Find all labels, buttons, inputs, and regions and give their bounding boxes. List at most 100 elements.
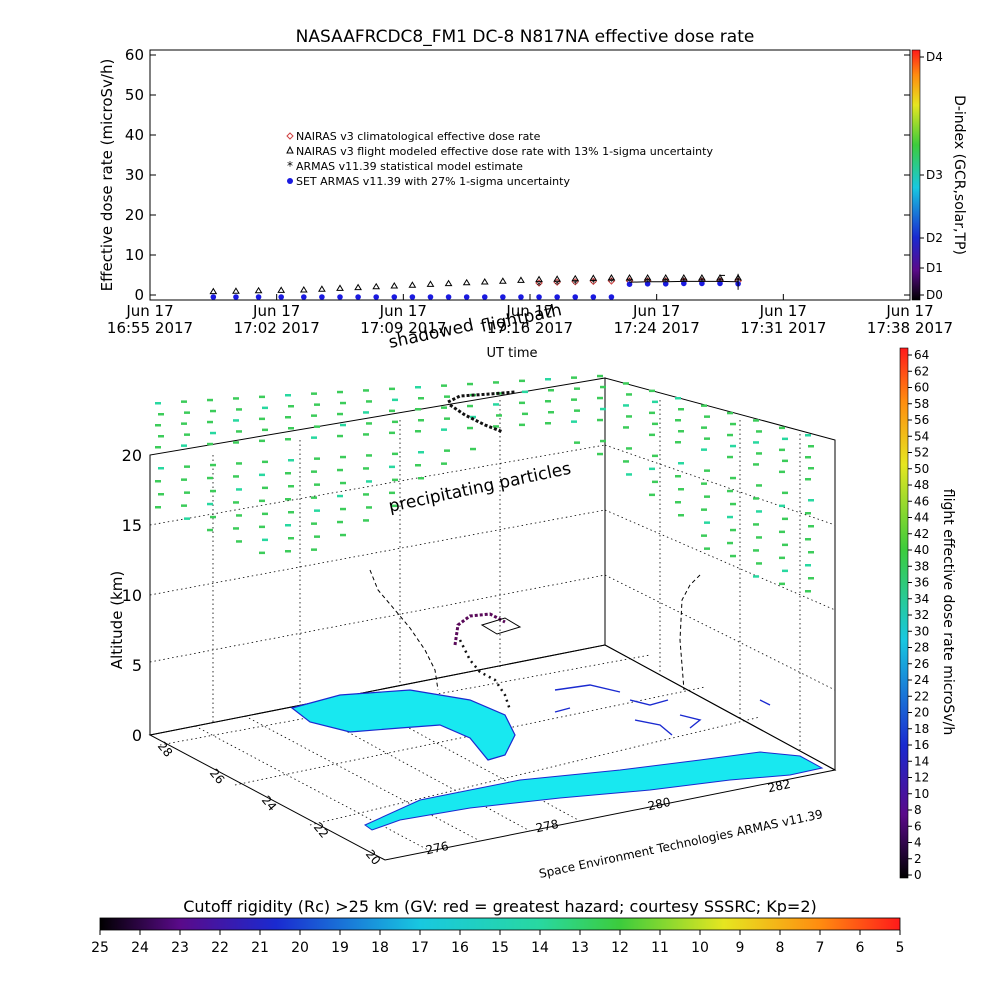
particle-mark (545, 422, 551, 425)
particle-mark (444, 417, 450, 420)
set-armas-point (681, 280, 687, 287)
legend-label: SET ARMAS v11.39 with 27% 1-sigma uncert… (296, 175, 570, 188)
legend-marker (286, 132, 294, 140)
particle-mark (155, 402, 161, 405)
dose-tick-label: 6 (914, 819, 922, 833)
particle-mark (574, 441, 580, 444)
nairas-flight-point (232, 287, 240, 294)
particle-mark (441, 462, 447, 465)
cutoff-tick-label: 21 (251, 940, 269, 956)
particle-mark (782, 543, 788, 547)
particle-mark (675, 397, 681, 400)
particle-mark (314, 535, 320, 538)
cutoff-tick-label: 24 (131, 940, 149, 956)
floor-plane (148, 644, 837, 861)
set-armas-point (626, 281, 633, 288)
altitude-tick-label: 10 (122, 586, 142, 605)
dose-tick-label: 48 (914, 478, 929, 492)
particle-mark (808, 577, 814, 580)
particle-mark (808, 499, 814, 502)
set-armas-point (699, 280, 705, 287)
particle-mark (262, 406, 268, 410)
set-armas-point (536, 294, 542, 300)
particle-mark (262, 460, 268, 464)
dose-tick-label: 56 (914, 413, 929, 427)
y-tick-label: 20 (125, 206, 144, 224)
particle-mark (236, 540, 242, 543)
cutoff-tick-label: 22 (211, 940, 229, 956)
dose-tick-label: 30 (914, 624, 929, 638)
particle-mark (285, 498, 291, 501)
particle-mark (727, 455, 733, 459)
nairas-flight-point (661, 274, 670, 281)
dose-tick-label: 14 (914, 754, 929, 768)
island-outlines (554, 684, 771, 736)
latitude-tick-label: 28 (155, 739, 176, 760)
flight-path-shadow-right (679, 574, 701, 691)
dindex-tick-label: D0 (926, 288, 943, 302)
particle-mark (363, 493, 369, 496)
dindex-tick-label: D4 (926, 50, 943, 64)
particle-mark (184, 465, 190, 468)
particle-mark (467, 404, 473, 408)
longitude-tick-label: 280 (647, 795, 672, 813)
particle-mark (548, 411, 554, 414)
particle-mark (233, 501, 239, 504)
altitude-tick-label: 20 (122, 446, 142, 465)
particle-mark (574, 409, 580, 412)
particle-mark (649, 467, 655, 471)
particle-mark (181, 444, 187, 447)
nairas-flight-point (698, 274, 706, 281)
set-armas-point (590, 294, 597, 300)
particle-mark (366, 480, 372, 483)
nairas-flight-point (336, 284, 344, 291)
particle-mark (805, 456, 811, 459)
set-armas-point (373, 294, 379, 300)
particle-mark (626, 393, 632, 396)
cutoff-tick-label: 12 (611, 940, 629, 956)
particle-mark (285, 524, 291, 527)
nairas-flight-point (372, 282, 381, 290)
particle-mark (519, 423, 525, 427)
particle-mark (207, 442, 213, 446)
particle-mark (259, 499, 265, 503)
dose-colorbar-ticks: 6462605856545250484644424038363432302826… (908, 348, 929, 882)
cutoff-tick-label: 13 (571, 940, 589, 956)
particle-mark (597, 452, 603, 456)
particle-mark (704, 495, 710, 498)
armas-model-point: * (591, 278, 596, 289)
x-tick-time: 17:02 2017 (234, 319, 320, 337)
dose-tick-label: 52 (914, 446, 929, 460)
set-armas-point (554, 294, 560, 300)
nairas-flight-point (625, 274, 634, 281)
particle-mark (470, 447, 476, 451)
nairas-flight-point (209, 287, 218, 295)
particle-mark (392, 504, 398, 508)
dose-tick-label: 42 (914, 527, 929, 541)
particle-mark (210, 515, 216, 519)
particle-mark (285, 550, 291, 553)
particle-mark (233, 527, 239, 530)
set-armas-point (518, 294, 524, 300)
particle-mark (340, 455, 346, 459)
timeseries-ylabel: Effective dose rate (microSv/h) (98, 59, 116, 292)
particle-mark (701, 534, 707, 537)
particle-mark (314, 509, 320, 512)
dose-tick-label: 58 (914, 397, 929, 411)
nairas-flight-point (277, 286, 286, 293)
particle-mark (704, 547, 710, 550)
particle-mark (210, 489, 216, 493)
timeseries-panel: Effective dose rate (microSv/h) 0 10 20 30 4… (98, 46, 967, 361)
x-tick-date: Jun 17 (632, 302, 680, 320)
longitude-tick-label: 278 (535, 817, 560, 835)
dindex-tick-label: D2 (926, 231, 943, 245)
particle-mark (704, 415, 710, 418)
particle-mark (652, 480, 658, 484)
particle-mark (626, 473, 632, 476)
particle-mark (805, 478, 811, 481)
particle-mark (389, 409, 395, 413)
particle-mark (467, 382, 473, 386)
latitude-tick-label: 24 (259, 793, 280, 814)
particle-mark (363, 411, 369, 414)
particle-mark (311, 522, 317, 525)
